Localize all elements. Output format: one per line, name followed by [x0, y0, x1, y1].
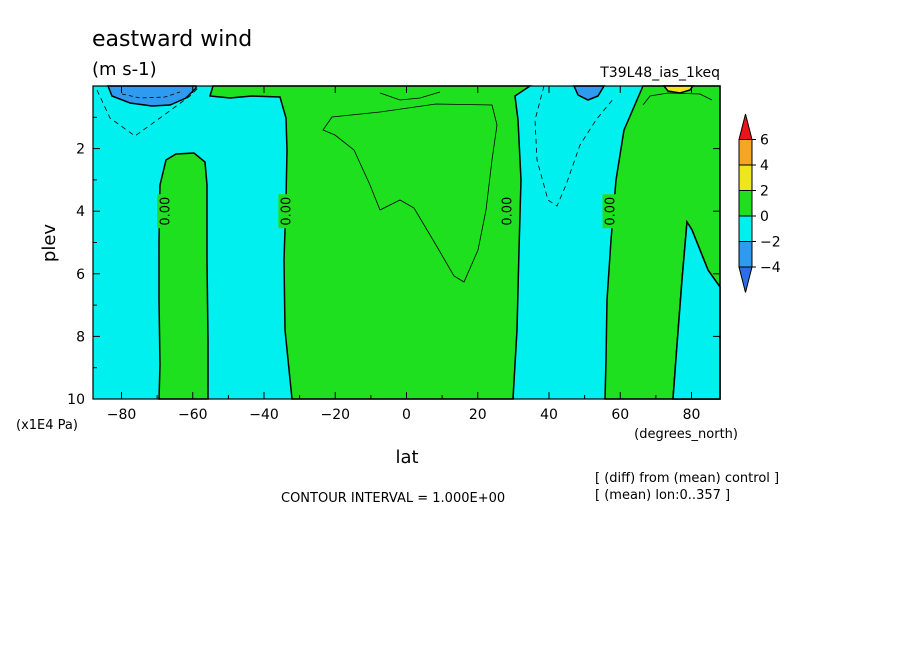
x-axis: −80 −60 −40 −20 0 20 40 60 80	[107, 86, 701, 423]
y-axis-label: plev	[39, 224, 60, 263]
x-tick-label: −60	[178, 407, 208, 423]
zero-label-background	[278, 194, 293, 229]
zero-contour-label: 0.00	[158, 197, 173, 226]
y-tick-label: 4	[76, 204, 85, 220]
contour-positive-1	[322, 103, 498, 283]
x-tick-label: −80	[107, 407, 137, 423]
plot-area: 0.00 0.00 0.00 0.00	[92, 85, 721, 400]
colorbar-label: 2	[760, 184, 769, 200]
colorbar-segment	[738, 190, 753, 217]
contour-interval: CONTOUR INTERVAL = 1.000E+00	[281, 491, 505, 506]
x-tick-label: −20	[320, 407, 350, 423]
positive-region-south	[158, 152, 209, 400]
colorbar-label: 4	[760, 158, 769, 174]
colorbar-segment	[738, 241, 753, 268]
x-tick-label: 20	[469, 407, 487, 423]
y-units: (x1E4 Pa)	[16, 418, 78, 433]
footnote-1: [ (diff) from (mean) control ]	[595, 471, 779, 486]
x-tick-label: −40	[249, 407, 279, 423]
colorbar-label: −2	[760, 235, 781, 251]
zero-contour-label: 0.00	[500, 197, 515, 226]
colorbar-segment	[738, 215, 753, 242]
colorbar-segment	[738, 139, 753, 166]
colorbar-label: −4	[760, 260, 781, 276]
chart-title: eastward wind	[92, 27, 252, 52]
zero-label-background	[157, 194, 172, 229]
y-axis: 2 4 6 8 10	[67, 116, 720, 408]
x-tick-label: 60	[611, 407, 629, 423]
colorbar-top-arrow	[738, 113, 753, 140]
x-axis-label: lat	[395, 447, 418, 468]
y-tick-label: 2	[76, 142, 85, 158]
footnote-2: [ (mean) lon:0..357 ]	[595, 488, 730, 503]
zero-contour-labels: 0.00 0.00 0.00 0.00	[157, 194, 619, 229]
colorbar-segment	[738, 164, 753, 191]
x-tick-label: 0	[402, 407, 411, 423]
y-tick-label: 6	[76, 267, 85, 283]
y-tick-label: 10	[67, 392, 85, 408]
colorbar-label: 6	[760, 133, 769, 149]
x-tick-label: 80	[683, 407, 701, 423]
run-label: T39L48_ias_1keq	[599, 65, 720, 81]
contour-negative-2	[534, 85, 615, 207]
zero-contour-label: 0.00	[279, 197, 294, 226]
x-tick-label: 40	[540, 407, 558, 423]
chart-units: (m s-1)	[92, 59, 157, 80]
negative-cell-southwest	[106, 85, 197, 107]
contour-positive-2	[379, 91, 441, 101]
contour-negative-3	[121, 91, 181, 99]
contour-positive-3	[642, 92, 713, 106]
positive-region-central	[209, 85, 533, 400]
colorbar: 6 4 2 0 −2 −4	[738, 113, 781, 293]
zero-contour-label: 0.00	[604, 197, 619, 226]
y-tick-label: 8	[76, 329, 85, 345]
zero-label-background	[602, 194, 617, 229]
x-units: (degrees_north)	[634, 427, 738, 442]
colorbar-bottom-arrow	[738, 266, 753, 293]
zero-label-background	[499, 194, 514, 229]
colorbar-label: 0	[760, 209, 769, 225]
